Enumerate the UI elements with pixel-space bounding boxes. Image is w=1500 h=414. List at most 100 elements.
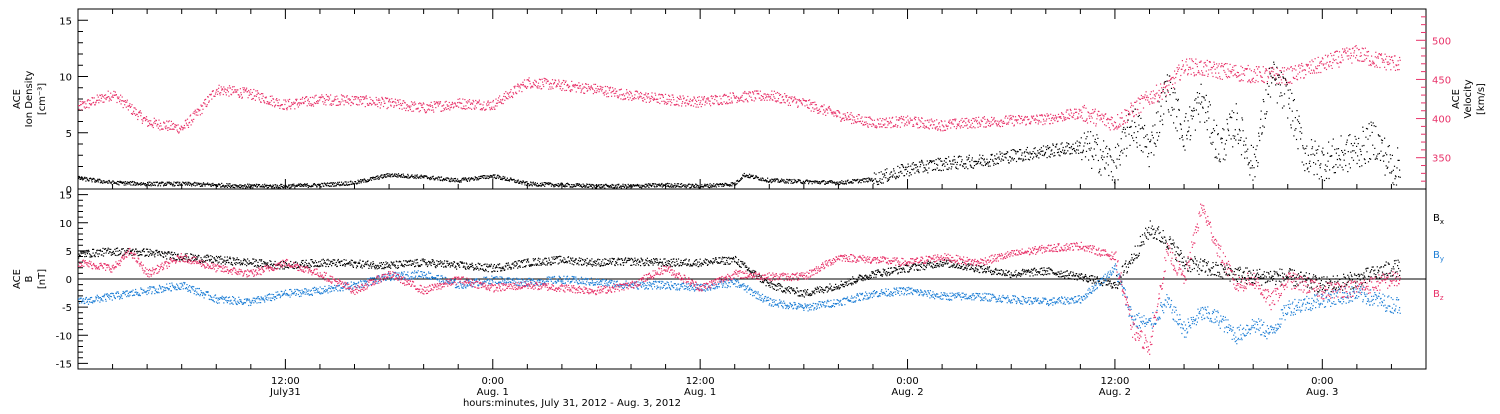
velocity-point [316, 95, 317, 96]
velocity-point [697, 97, 698, 98]
velocity-point [659, 94, 660, 95]
density-point [439, 177, 440, 178]
velocity-point [1113, 129, 1114, 130]
velocity-point [1036, 115, 1037, 116]
velocity-point [574, 85, 575, 86]
density-point [671, 187, 672, 188]
velocity-point [964, 125, 965, 126]
velocity-point [370, 99, 371, 100]
velocity-point [395, 99, 396, 100]
velocity-point [378, 100, 379, 101]
density-point [351, 184, 352, 185]
density-point [1206, 95, 1207, 96]
density-point [1196, 109, 1197, 110]
velocity-point [500, 99, 501, 100]
density-point [249, 184, 250, 185]
velocity-point [391, 105, 392, 106]
x-axis-label: hours:minutes, July 31, 2012 - Aug. 3, 2… [463, 398, 681, 409]
velocity-point [825, 110, 826, 111]
velocity-point [1063, 114, 1064, 115]
velocity-point [1187, 74, 1188, 75]
density-point [500, 179, 501, 180]
velocity-point [1295, 69, 1296, 70]
b-tick-label: 5 [66, 247, 72, 258]
velocity-point [1090, 121, 1091, 122]
density-point [774, 181, 775, 182]
velocity-point [298, 106, 299, 107]
velocity-point [423, 103, 424, 104]
velocity-point [509, 97, 510, 98]
velocity-point [895, 125, 896, 126]
density-point [200, 183, 201, 184]
velocity-point [1251, 70, 1252, 71]
velocity-point [218, 88, 219, 89]
density-point [910, 172, 911, 173]
density-point [919, 162, 920, 163]
density-point [408, 175, 409, 176]
density-point [841, 180, 842, 181]
density-point [1042, 155, 1043, 156]
density-point [401, 175, 402, 176]
velocity-point [205, 103, 206, 104]
velocity-point [645, 94, 646, 95]
velocity-point [896, 119, 897, 120]
velocity-point [716, 100, 717, 101]
density-point [240, 184, 241, 185]
velocity-point [901, 116, 902, 117]
density-point [78, 178, 79, 179]
velocity-point [594, 90, 595, 91]
velocity-point [781, 102, 782, 103]
velocity-point [1073, 113, 1074, 114]
velocity-point [898, 120, 899, 121]
density-point [890, 176, 891, 177]
velocity-point [1346, 47, 1347, 48]
velocity-point [321, 97, 322, 98]
velocity-point [1334, 60, 1335, 61]
velocity-point [1309, 68, 1310, 69]
density-point [374, 179, 375, 180]
velocity-point [238, 94, 239, 95]
density-point [1222, 128, 1223, 129]
velocity-point [1225, 63, 1226, 64]
density-point [1055, 146, 1056, 147]
velocity-point [1184, 70, 1185, 71]
velocity-point [623, 98, 624, 99]
velocity-point [1070, 109, 1071, 110]
density-point [555, 186, 556, 187]
velocity-point [971, 120, 972, 121]
velocity-point [253, 98, 254, 99]
velocity-point [1319, 65, 1320, 66]
velocity-point [588, 84, 589, 85]
density-point [1198, 102, 1199, 103]
velocity-point [1002, 126, 1003, 127]
velocity-point [1252, 81, 1253, 82]
velocity-point [347, 95, 348, 96]
velocity-point [323, 104, 324, 105]
velocity-point [876, 126, 877, 127]
velocity-point [166, 121, 167, 122]
density-point [194, 182, 195, 183]
velocity-point [288, 100, 289, 101]
velocity-point [184, 125, 185, 126]
velocity-point [1376, 57, 1377, 58]
velocity-point [956, 126, 957, 127]
velocity-point [469, 99, 470, 100]
density-point [809, 182, 810, 183]
velocity-point [230, 87, 231, 88]
velocity-point [122, 96, 123, 97]
velocity-point [304, 102, 305, 103]
velocity-point [851, 123, 852, 124]
density-point [488, 178, 489, 179]
velocity-point [365, 97, 366, 98]
density-point [1207, 111, 1208, 112]
density-point [406, 176, 407, 177]
density-point [388, 173, 389, 174]
density-point [649, 183, 650, 184]
velocity-point [515, 86, 516, 87]
velocity-point [1196, 64, 1197, 65]
density-point [1219, 160, 1220, 161]
velocity-point [473, 101, 474, 102]
velocity-point [1300, 77, 1301, 78]
velocity-point [580, 92, 581, 93]
velocity-point [542, 82, 543, 83]
